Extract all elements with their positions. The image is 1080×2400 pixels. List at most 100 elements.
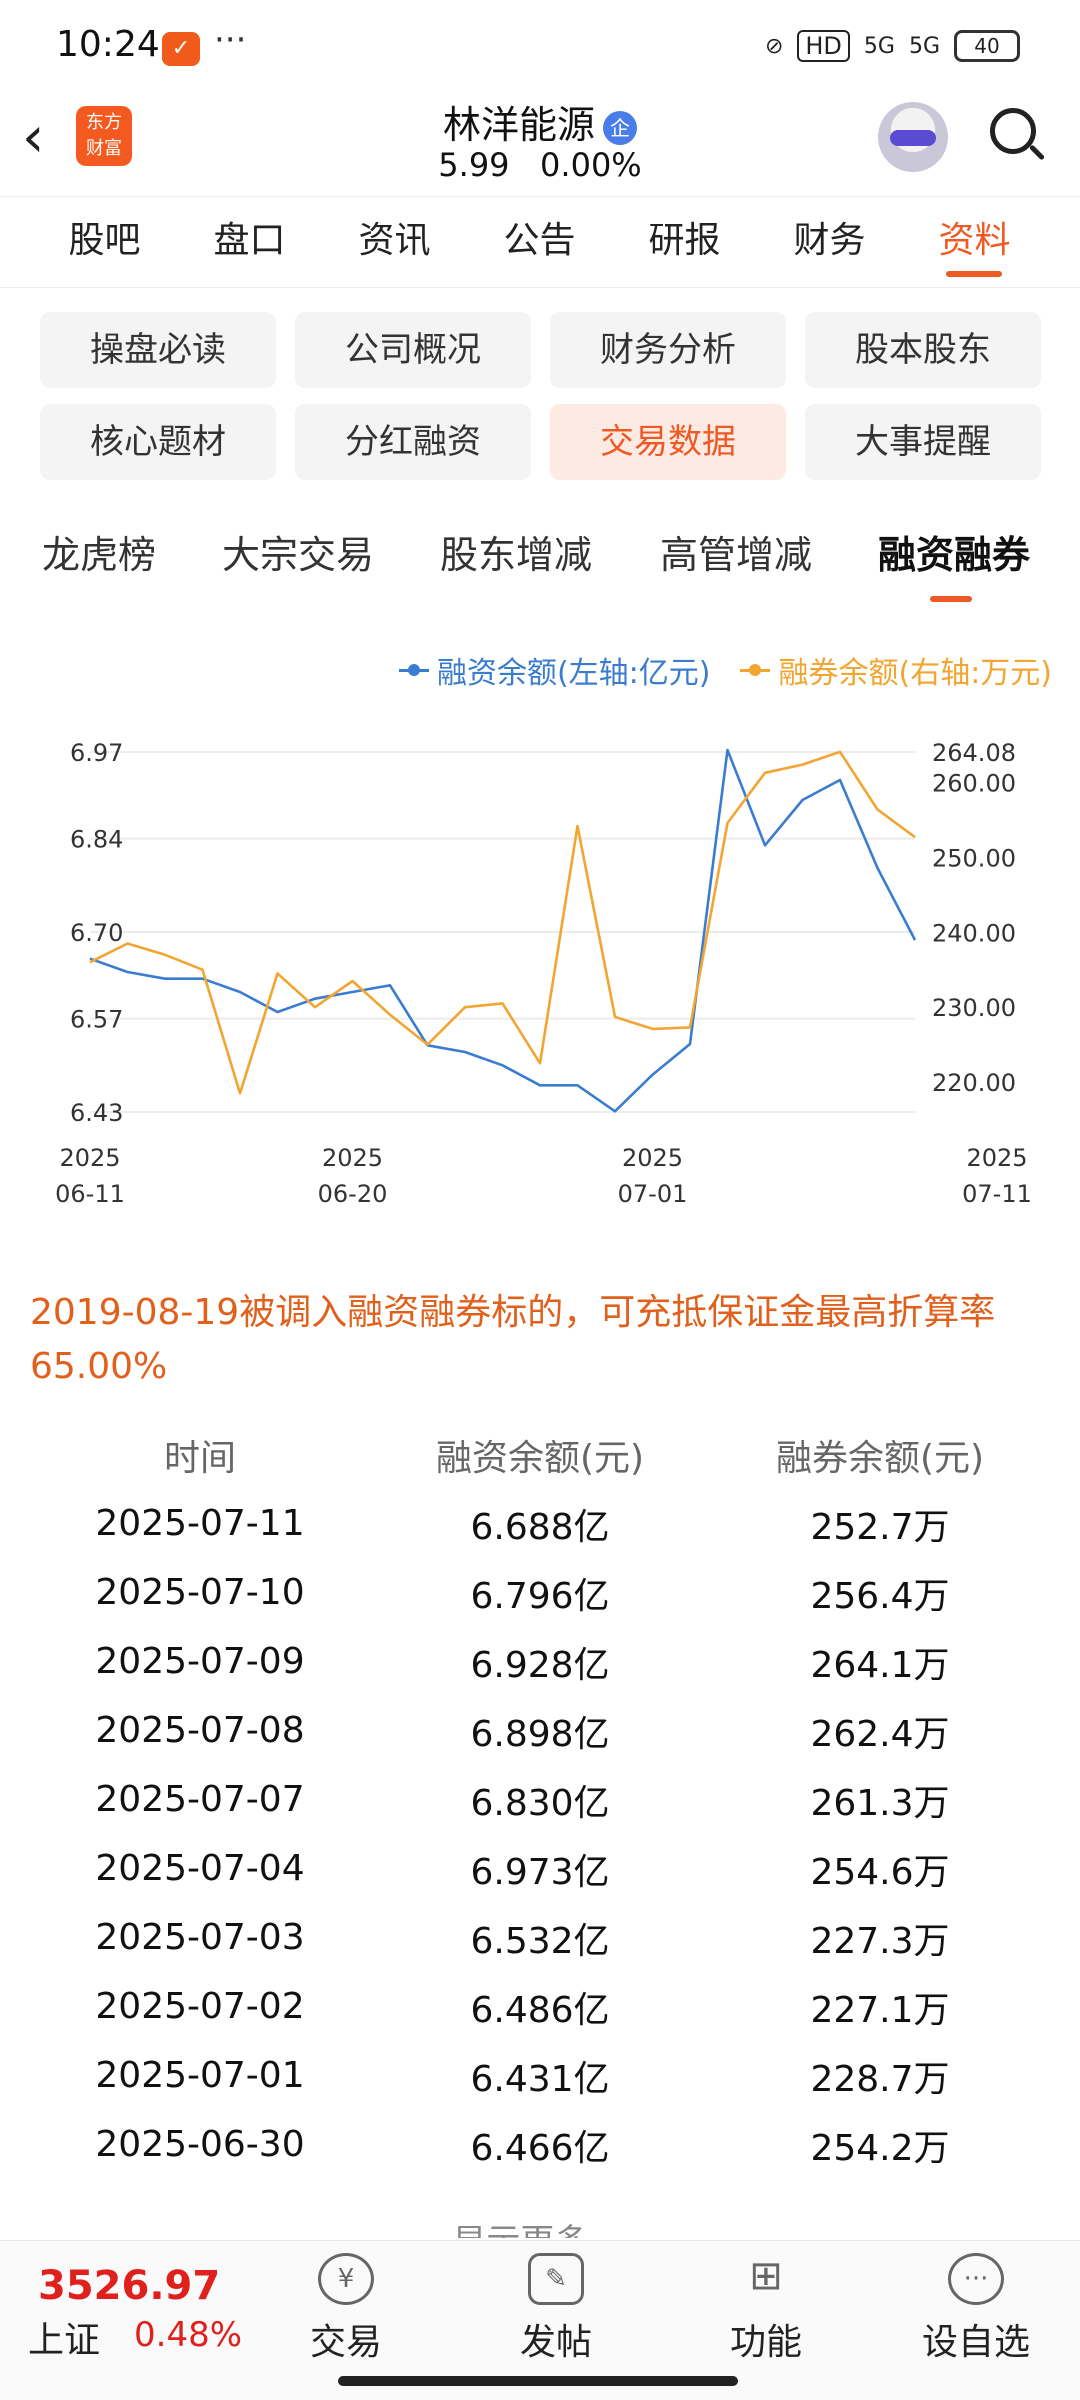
active-tab-indicator (930, 596, 972, 602)
tab-margin-trading[interactable]: 融资融券 (878, 533, 1031, 577)
tab-pankou[interactable]: 盘口 (213, 220, 286, 261)
tab-announcements[interactable]: 公告 (503, 220, 576, 261)
stock-name: 林洋能源企 (0, 94, 1080, 149)
signal-icon: 5G (863, 33, 895, 59)
table-cell: 2025-07-02 (95, 1986, 305, 2027)
status-bar: 10:24 ✓ ··· ⊘ HD 5G 5G 40 (0, 0, 1080, 96)
table-header: 时间 融资余额(元) 融券余额(元) (0, 1420, 1080, 1489)
section-button[interactable]: 操盘必读 (40, 312, 276, 388)
margin-chart[interactable]: 6.97 6.84 6.70 6.57 6.43 264.08 260.00 250.00 24… (0, 720, 1080, 1230)
section-button[interactable]: 股本股东 (805, 312, 1041, 388)
x-tick-label: 2025 (966, 1144, 1027, 1172)
bottom-bar: 3526.97 上证 0.48% ¥ 交易 ✎ 发帖 ⊞ 功能 ··· 设自选 (0, 2240, 1080, 2400)
grid-icon: ⊞ (749, 2253, 783, 2299)
tab-dragon-tiger[interactable]: 龙虎榜 (42, 533, 157, 577)
y-tick-right: 220.00 (932, 1069, 1016, 1097)
securities-lending-line (89, 750, 916, 1095)
y-tick-left: 6.84 (70, 826, 123, 854)
link-icon: ⊘ (764, 33, 784, 59)
tab-profile[interactable]: 资料 (902, 197, 1047, 287)
assistant-robot-icon[interactable] (878, 102, 948, 172)
home-indicator (338, 2376, 738, 2386)
table-cell: 6.532亿 (470, 1920, 610, 1962)
tab-finance[interactable]: 财务 (793, 220, 866, 261)
section-button[interactable]: 财务分析 (550, 312, 786, 388)
tab-holder-change[interactable]: 股东增减 (440, 533, 593, 577)
watchlist-button[interactable]: ··· 设自选 (906, 2253, 1046, 2365)
financing-balance-line (89, 748, 917, 1113)
table-cell: 2025-07-03 (95, 1917, 305, 1958)
legend-item[interactable]: 融券余额(右轴:万元) (740, 648, 1052, 692)
section-button[interactable]: 大事提醒 (805, 404, 1041, 480)
section-button[interactable]: 公司概况 (295, 312, 531, 388)
app-logo[interactable]: 东方 财富 (76, 106, 132, 166)
table-cell: 2025-06-30 (95, 2124, 305, 2165)
margin-table: 时间 融资余额(元) 融券余额(元) 2025-07-11 6.688亿 252.7… (0, 1420, 1080, 2179)
table-cell: 2025-07-04 (95, 1848, 305, 1889)
post-button[interactable]: ✎ 发帖 (486, 2253, 626, 2365)
table-row: 2025-07-08 6.898亿 262.4万 (0, 1696, 1080, 1765)
table-row: 2025-07-11 6.688亿 252.7万 (0, 1489, 1080, 1558)
table-row: 2025-07-04 6.973亿 254.6万 (0, 1834, 1080, 1903)
tab-research[interactable]: 研报 (648, 220, 721, 261)
profile-section-grid: 操盘必读 公司概况 财务分析 股本股东 核心题材 分红融资 交易数据 大事提醒 (40, 312, 1044, 480)
tab-guba[interactable]: 股吧 (68, 220, 141, 261)
table-cell: 2025-07-10 (95, 1572, 305, 1613)
chart-legend: 融资余额(左轴:亿元) 融券余额(右轴:万元) (398, 648, 1052, 692)
table-row: 2025-07-09 6.928亿 264.1万 (0, 1627, 1080, 1696)
enterprise-badge: 企 (603, 110, 637, 145)
margin-eligibility-note: 2019-08-19被调入融资融券标的，可充抵保证金最高折算率65.00% (30, 1292, 996, 1387)
x-tick-label: 2025 (622, 1144, 683, 1172)
x-tick-label: 06-20 (318, 1180, 388, 1208)
tab-news[interactable]: 资讯 (358, 220, 431, 261)
table-cell: 6.796亿 (470, 1575, 610, 1617)
table-cell: 2025-07-08 (95, 1710, 305, 1751)
column-header: 融资余额(元) (435, 1437, 645, 1479)
y-tick-left: 6.43 (70, 1099, 123, 1127)
y-tick-right: 240.00 (932, 919, 1016, 947)
show-more-link[interactable]: 显示更多 ⌄ (0, 2212, 1080, 2238)
legend-item[interactable]: 融资余额(左轴:亿元) (398, 648, 710, 692)
legend-marker (398, 663, 429, 676)
section-button[interactable]: 分红融资 (295, 404, 531, 480)
table-cell: 262.4万 (810, 1713, 950, 1755)
status-more-icon: ··· (214, 20, 247, 60)
section-button-trading-data[interactable]: 交易数据 (550, 404, 786, 480)
x-tick-label: 06-11 (55, 1180, 125, 1208)
stock-price: 5.99 0.00% (438, 146, 642, 184)
table-row: 2025-07-03 6.532亿 227.3万 (0, 1903, 1080, 1972)
table-cell: 6.898亿 (470, 1713, 610, 1755)
main-tabs: 股吧 盘口 资讯 公告 研报 财务 资料 (0, 196, 1080, 288)
table-cell: 261.3万 (810, 1782, 950, 1824)
tab-exec-change[interactable]: 高管增减 (660, 533, 813, 577)
x-tick-label: 07-01 (618, 1180, 688, 1208)
table-cell: 254.2万 (810, 2127, 950, 2169)
table-row: 2025-07-10 6.796亿 256.4万 (0, 1558, 1080, 1627)
table-cell: 6.431亿 (470, 2058, 610, 2100)
table-cell: 252.7万 (810, 1506, 950, 1548)
column-header: 时间 (163, 1437, 236, 1479)
back-icon[interactable]: ‹ (22, 105, 45, 170)
trade-button[interactable]: ¥ 交易 (276, 2253, 416, 2365)
y-tick-right: 250.00 (932, 844, 1016, 872)
x-tick-label: 2025 (322, 1144, 383, 1172)
section-button[interactable]: 核心题材 (40, 404, 276, 480)
y-tick-left: 6.70 (70, 919, 123, 947)
stock-header: ‹ 东方 财富 林洋能源企 5.99 0.00% (0, 88, 1080, 196)
table-cell: 254.6万 (810, 1851, 950, 1893)
y-tick-left: 6.97 (70, 739, 123, 767)
functions-button[interactable]: ⊞ 功能 (729, 2253, 802, 2363)
status-time: 10:24 (56, 24, 160, 65)
table-cell: 6.466亿 (470, 2127, 610, 2169)
legend-marker (740, 663, 771, 676)
table-cell: 2025-07-07 (95, 1779, 305, 1820)
hd-icon: HD (797, 30, 850, 62)
index-value: 3526.97 (38, 2263, 221, 2309)
table-row: 2025-06-30 6.466亿 254.2万 (0, 2110, 1080, 2179)
tab-block-trade[interactable]: 大宗交易 (222, 533, 375, 577)
yen-icon: ¥ (318, 2253, 374, 2305)
search-icon[interactable] (990, 108, 1046, 162)
column-header: 融券余额(元) (775, 1437, 985, 1479)
table-cell: 256.4万 (810, 1575, 950, 1617)
table-cell: 2025-07-09 (95, 1641, 305, 1682)
